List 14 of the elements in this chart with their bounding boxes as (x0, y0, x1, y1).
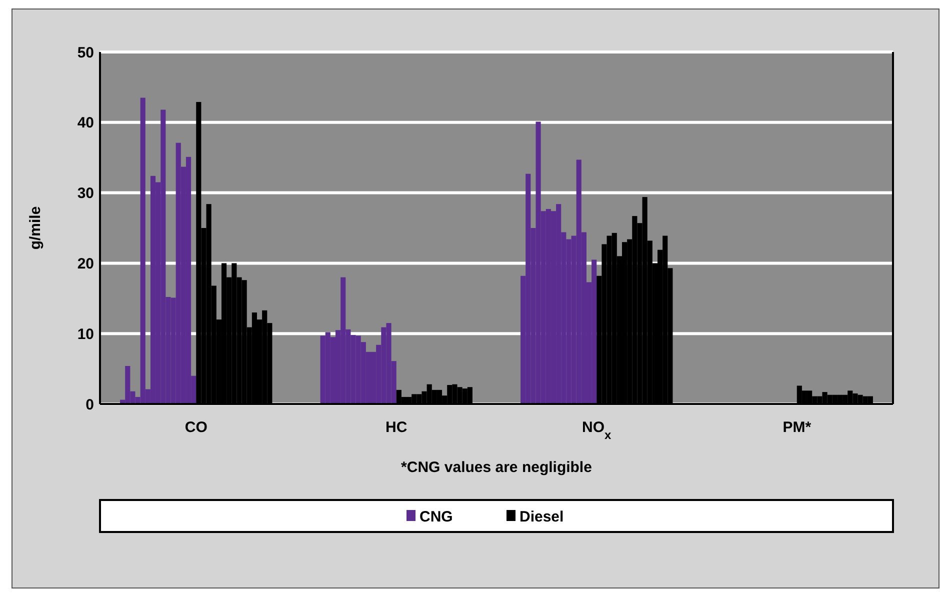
y-tick-label: 30 (77, 185, 94, 202)
x-tick-label: CO (184, 419, 208, 436)
y-tick-label: 50 (77, 44, 94, 62)
x-tick-label: HC (386, 419, 408, 436)
x-axis-title: *CNG values are negligible (401, 459, 592, 476)
y-tick-label: 20 (77, 255, 94, 272)
legend-label: Diesel (520, 508, 564, 526)
x-tick-label: NO$_{x}$ (582, 419, 612, 442)
legend-label: CNG (420, 508, 453, 526)
y-tick-label: 0 (86, 396, 94, 414)
y-axis-title: g/mile (27, 206, 44, 250)
y-tick-label: 10 (77, 326, 94, 343)
x-tick-label: PM* (782, 419, 812, 436)
y-tick-label: 40 (77, 114, 94, 132)
